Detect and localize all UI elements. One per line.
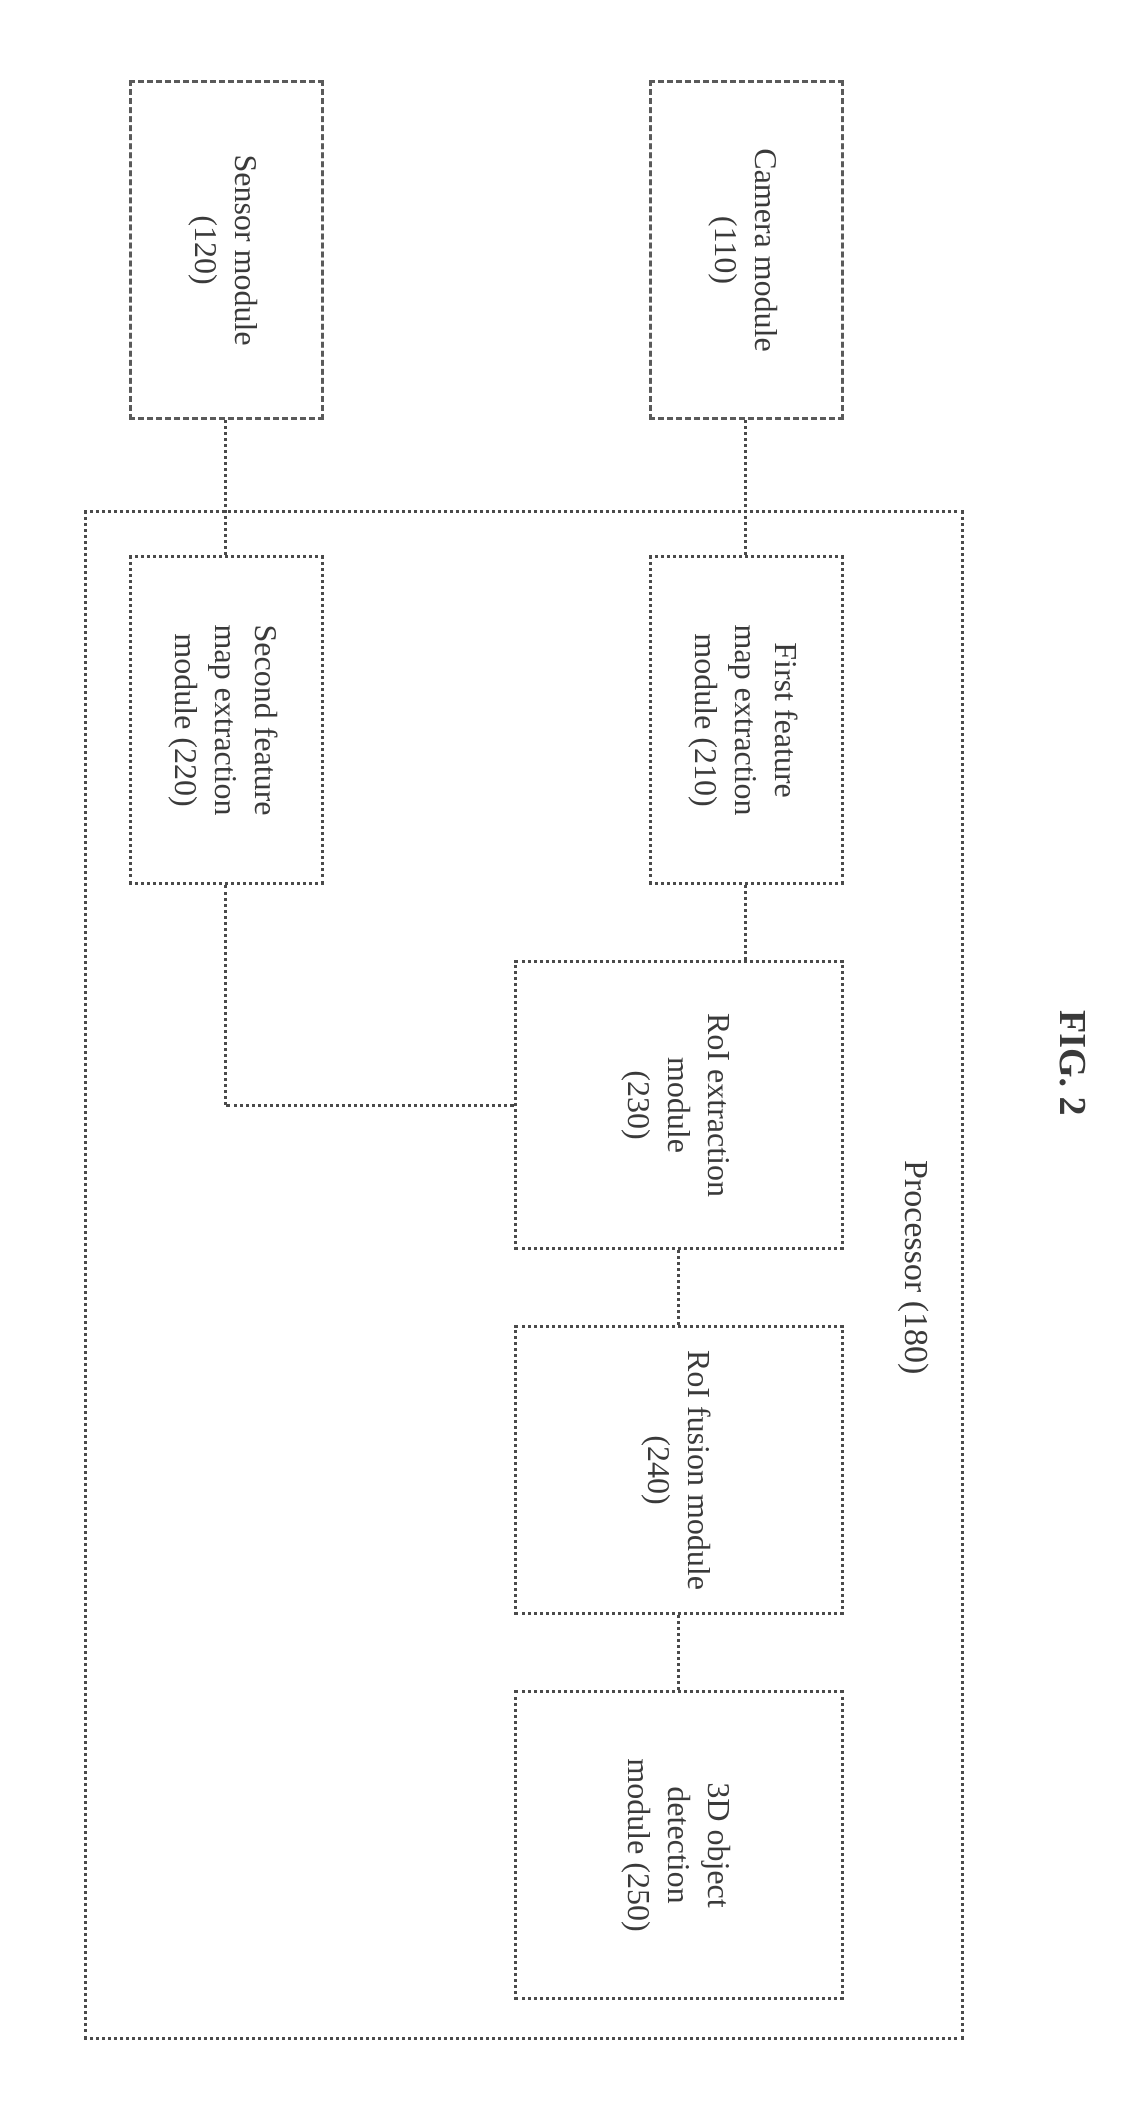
second-feature-label: Second feature map extraction module (22…: [167, 624, 287, 815]
roi-fusion-box: RoI fusion module (240): [514, 1325, 844, 1615]
first-feature-box: First feature map extraction module (210…: [649, 555, 844, 885]
first-feature-label: First feature map extraction module (210…: [687, 624, 807, 815]
roi-extraction-box: RoI extraction module (230): [514, 960, 844, 1250]
diagram-stage: FIG. 2 Processor (180) Camera module (11…: [0, 0, 1134, 2124]
connector: [678, 1250, 681, 1325]
second-feature-box: Second feature map extraction module (22…: [129, 555, 324, 885]
connector: [678, 1615, 681, 1690]
processor-label: Processor (180): [896, 1160, 934, 1374]
roi-fusion-label: RoI fusion module (240): [639, 1350, 719, 1590]
connector: [745, 420, 748, 555]
connector: [226, 1104, 514, 1107]
connector: [225, 885, 228, 1105]
roi-extraction-label: RoI extraction module (230): [619, 1013, 739, 1197]
connector: [745, 885, 748, 960]
sensor-module-label: Sensor module (120): [187, 154, 267, 345]
sensor-module-box: Sensor module (120): [129, 80, 324, 420]
camera-module-label: Camera module (110): [707, 148, 787, 351]
camera-module-box: Camera module (110): [649, 80, 844, 420]
connector: [225, 420, 228, 555]
object-detection-box: 3D object detection module (250): [514, 1690, 844, 2000]
object-detection-label: 3D object detection module (250): [619, 1758, 739, 1931]
figure-title: FIG. 2: [1050, 1010, 1094, 1116]
